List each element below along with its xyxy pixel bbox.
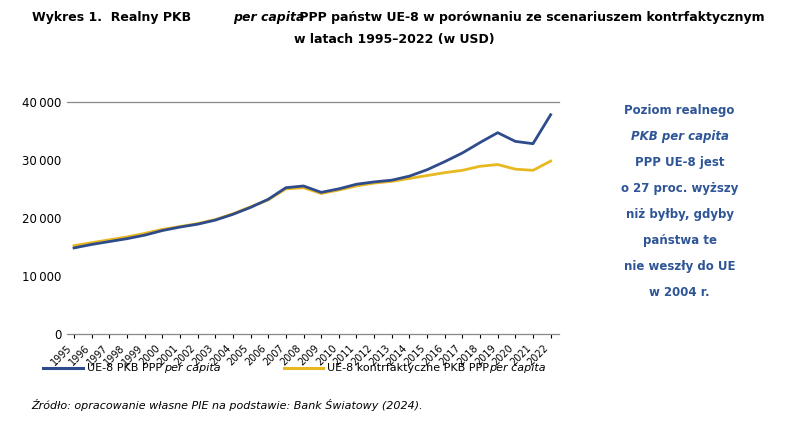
Text: PPP państw UE-8 w porównaniu ze scenariuszem kontrfaktycznym: PPP państw UE-8 w porównaniu ze scenariu… [295, 11, 764, 24]
Text: państwa te: państwa te [643, 234, 716, 247]
Text: Poziom realnego: Poziom realnego [624, 105, 735, 117]
Text: w latach 1995–2022 (w USD): w latach 1995–2022 (w USD) [294, 33, 494, 46]
Text: per capita: per capita [489, 363, 546, 373]
Text: Źródło: opracowanie własne PIE na podstawie: Bank Światowy (2024).: Źródło: opracowanie własne PIE na podsta… [32, 400, 423, 411]
Text: PKB per capita: PKB per capita [630, 130, 729, 143]
Text: nie weszły do UE: nie weszły do UE [624, 261, 735, 273]
Text: PPP UE-8 jest: PPP UE-8 jest [635, 156, 724, 170]
Text: per capita: per capita [164, 363, 221, 373]
Text: niż byłby, gdyby: niż byłby, gdyby [626, 208, 734, 221]
Text: Wykres 1.  Realny PKB: Wykres 1. Realny PKB [32, 11, 195, 24]
Text: o 27 proc. wyższy: o 27 proc. wyższy [621, 182, 738, 196]
Text: per capita: per capita [233, 11, 305, 24]
Text: UE-8 PKB PPP: UE-8 PKB PPP [87, 363, 165, 373]
Text: UE-8 kontrfaktyczne PKB PPP: UE-8 kontrfaktyczne PKB PPP [327, 363, 492, 373]
Text: w 2004 r.: w 2004 r. [649, 286, 710, 299]
